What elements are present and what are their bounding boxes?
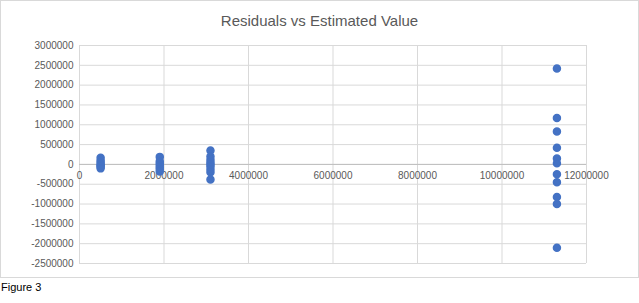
- svg-text:0: 0: [77, 170, 83, 181]
- svg-text:4000000: 4000000: [229, 170, 268, 181]
- svg-text:-500000: -500000: [37, 178, 74, 189]
- svg-text:10000000: 10000000: [480, 170, 525, 181]
- svg-text:2500000: 2500000: [35, 60, 74, 71]
- svg-text:12000000: 12000000: [564, 170, 609, 181]
- svg-text:-1500000: -1500000: [31, 218, 74, 229]
- svg-text:-2000000: -2000000: [31, 238, 74, 249]
- svg-text:1000000: 1000000: [35, 119, 74, 130]
- svg-text:500000: 500000: [40, 139, 74, 150]
- svg-text:3000000: 3000000: [35, 40, 74, 51]
- svg-text:-1000000: -1000000: [31, 198, 74, 209]
- svg-text:6000000: 6000000: [314, 170, 353, 181]
- svg-text:-2500000: -2500000: [31, 258, 74, 269]
- svg-text:8000000: 8000000: [398, 170, 437, 181]
- html-text:Residuals vs Estimated Value: Residuals vs Estimated Value: [220, 12, 419, 29]
- svg-text:2000000: 2000000: [145, 170, 184, 181]
- svg-text:2000000: 2000000: [35, 79, 74, 90]
- svg-text:1500000: 1500000: [35, 99, 74, 110]
- html-text:Figure 3: Figure 3: [1, 281, 42, 293]
- svg-text:0: 0: [68, 159, 74, 170]
